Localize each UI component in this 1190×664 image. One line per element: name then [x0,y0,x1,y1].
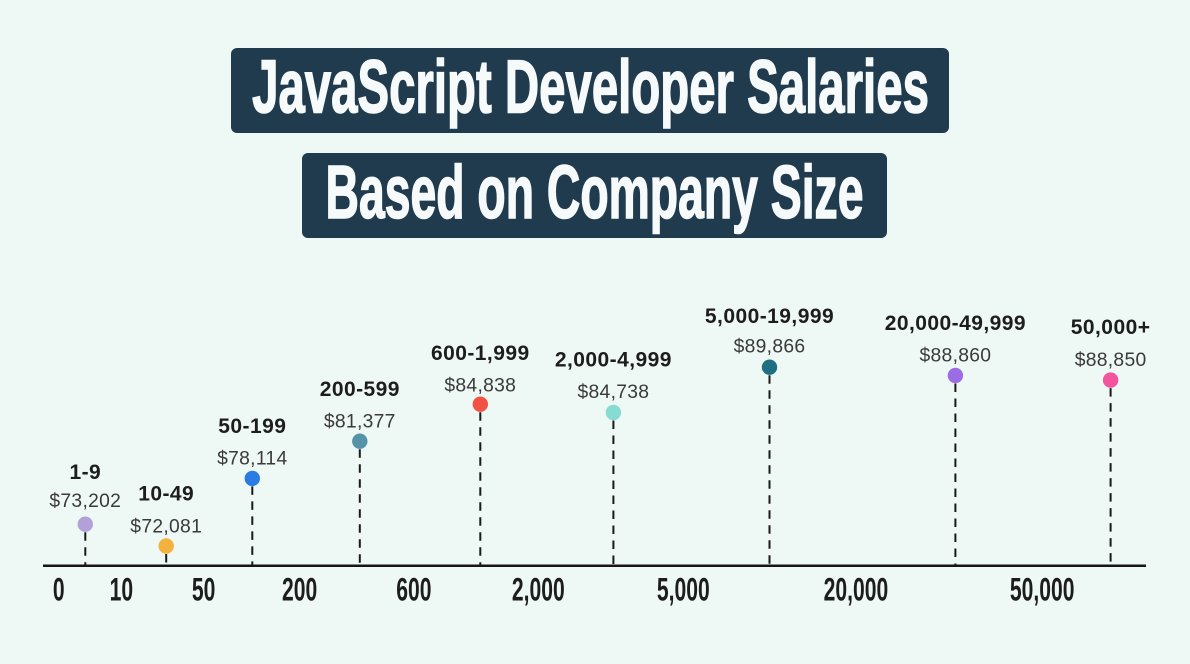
svg-text:600: 600 [396,571,431,608]
svg-text:$78,114: $78,114 [217,449,287,470]
svg-text:$81,377: $81,377 [324,412,396,433]
svg-text:200: 200 [282,571,317,608]
svg-text:5,000: 5,000 [657,571,710,608]
svg-text:50-199: 50-199 [218,415,286,438]
svg-text:600-1,999: 600-1,999 [431,342,530,365]
svg-text:$88,850: $88,850 [1075,350,1147,371]
svg-text:0: 0 [53,571,65,608]
svg-text:10: 10 [110,571,133,608]
svg-text:10-49: 10-49 [138,483,194,506]
svg-text:$73,202: $73,202 [49,491,121,512]
svg-text:JavaScript Developer Salaries: JavaScript Developer Salaries [252,46,929,130]
svg-text:$84,838: $84,838 [444,375,516,396]
svg-text:2,000: 2,000 [512,571,565,608]
svg-text:50,000: 50,000 [1010,571,1075,608]
svg-text:$84,738: $84,738 [578,382,650,403]
svg-text:5,000-19,999: 5,000-19,999 [705,305,834,328]
svg-text:20,000-49,999: 20,000-49,999 [885,312,1026,335]
svg-text:20,000: 20,000 [824,571,889,608]
svg-text:50: 50 [192,571,215,608]
svg-text:200-599: 200-599 [320,378,400,401]
svg-text:$88,860: $88,860 [920,346,992,367]
svg-text:$89,866: $89,866 [734,337,806,358]
svg-text:50,000+: 50,000+ [1071,316,1151,339]
svg-text:$72,081: $72,081 [130,517,202,538]
svg-text:1-9: 1-9 [69,461,101,484]
svg-text:Based on Company Size: Based on Company Size [326,152,864,235]
svg-text:2,000-4,999: 2,000-4,999 [555,349,672,372]
